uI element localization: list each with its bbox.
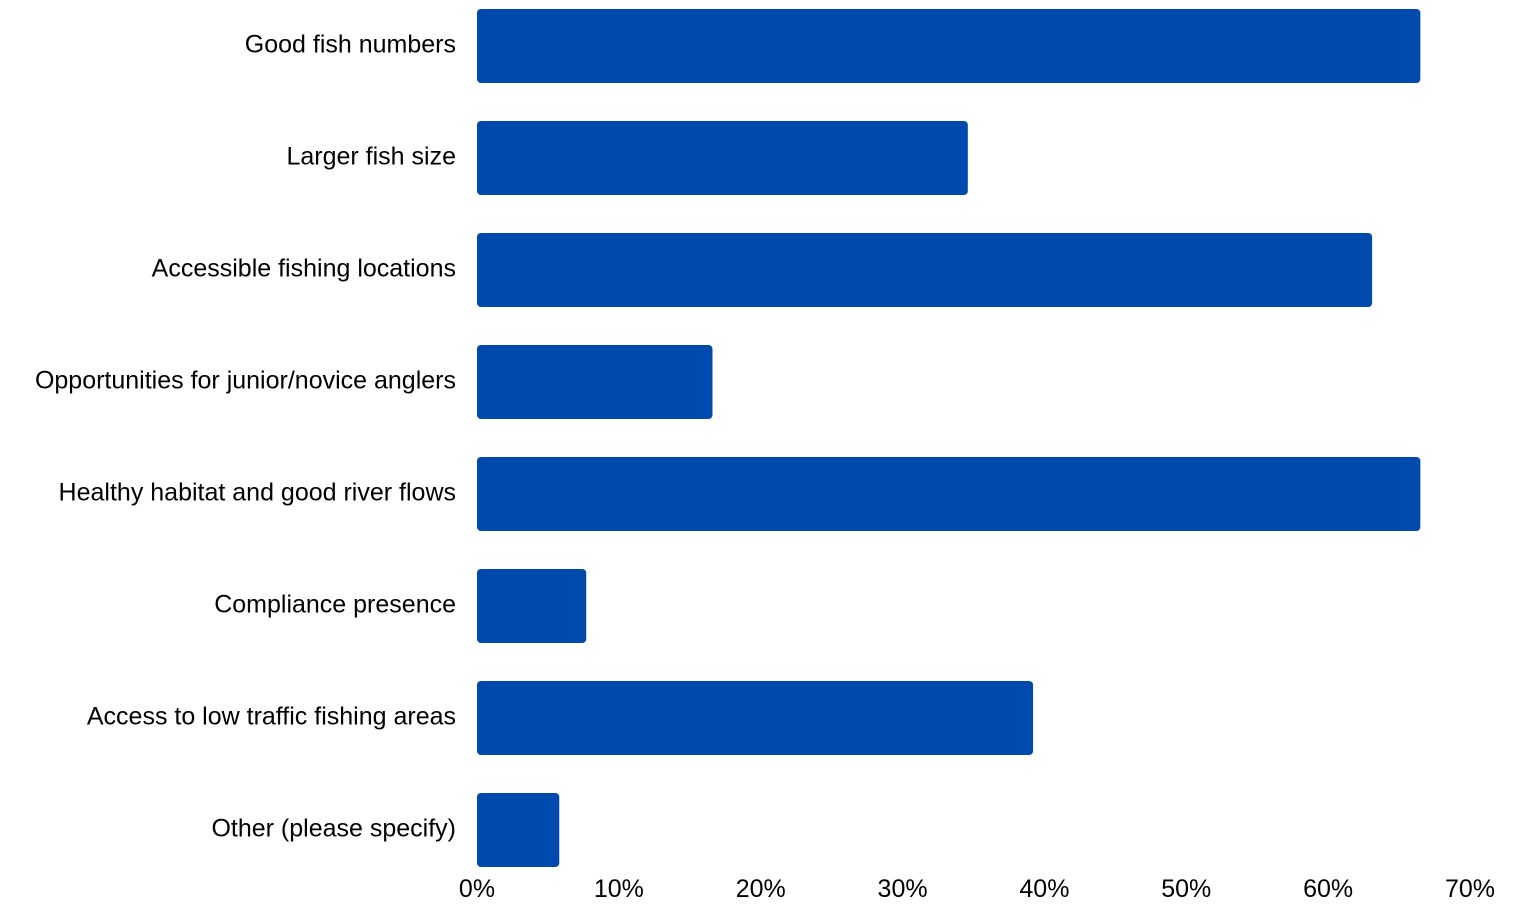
x-axis-tick-labels: 0% 10% 20% 30% 40% 50% 60% 70% bbox=[459, 875, 1495, 903]
x-tick-label: 40% bbox=[1019, 875, 1069, 903]
bar bbox=[477, 9, 1421, 83]
x-tick-label: 50% bbox=[1161, 875, 1211, 903]
category-labels: Good fish numbers Larger fish size Accessi… bbox=[35, 31, 456, 843]
bars-group bbox=[477, 9, 1421, 867]
bar bbox=[477, 681, 1034, 755]
bar bbox=[477, 121, 968, 195]
bar bbox=[477, 345, 713, 419]
bar bbox=[477, 569, 587, 643]
bar bbox=[477, 793, 560, 867]
category-label: Accessible fishing locations bbox=[152, 255, 456, 283]
bar bbox=[477, 233, 1373, 307]
category-label: Opportunities for junior/novice anglers bbox=[35, 367, 456, 395]
category-label: Larger fish size bbox=[286, 143, 456, 171]
x-tick-label: 20% bbox=[736, 875, 786, 903]
category-label: Other (please specify) bbox=[211, 815, 456, 843]
category-label: Good fish numbers bbox=[245, 31, 456, 59]
x-tick-label: 60% bbox=[1303, 875, 1353, 903]
x-tick-label: 0% bbox=[459, 875, 495, 903]
bar bbox=[477, 457, 1421, 531]
x-tick-label: 10% bbox=[594, 875, 644, 903]
category-label: Healthy habitat and good river flows bbox=[59, 479, 456, 507]
category-label: Compliance presence bbox=[214, 591, 456, 619]
category-label: Access to low traffic fishing areas bbox=[87, 703, 456, 731]
x-tick-label: 30% bbox=[878, 875, 928, 903]
x-tick-label: 70% bbox=[1445, 875, 1495, 903]
